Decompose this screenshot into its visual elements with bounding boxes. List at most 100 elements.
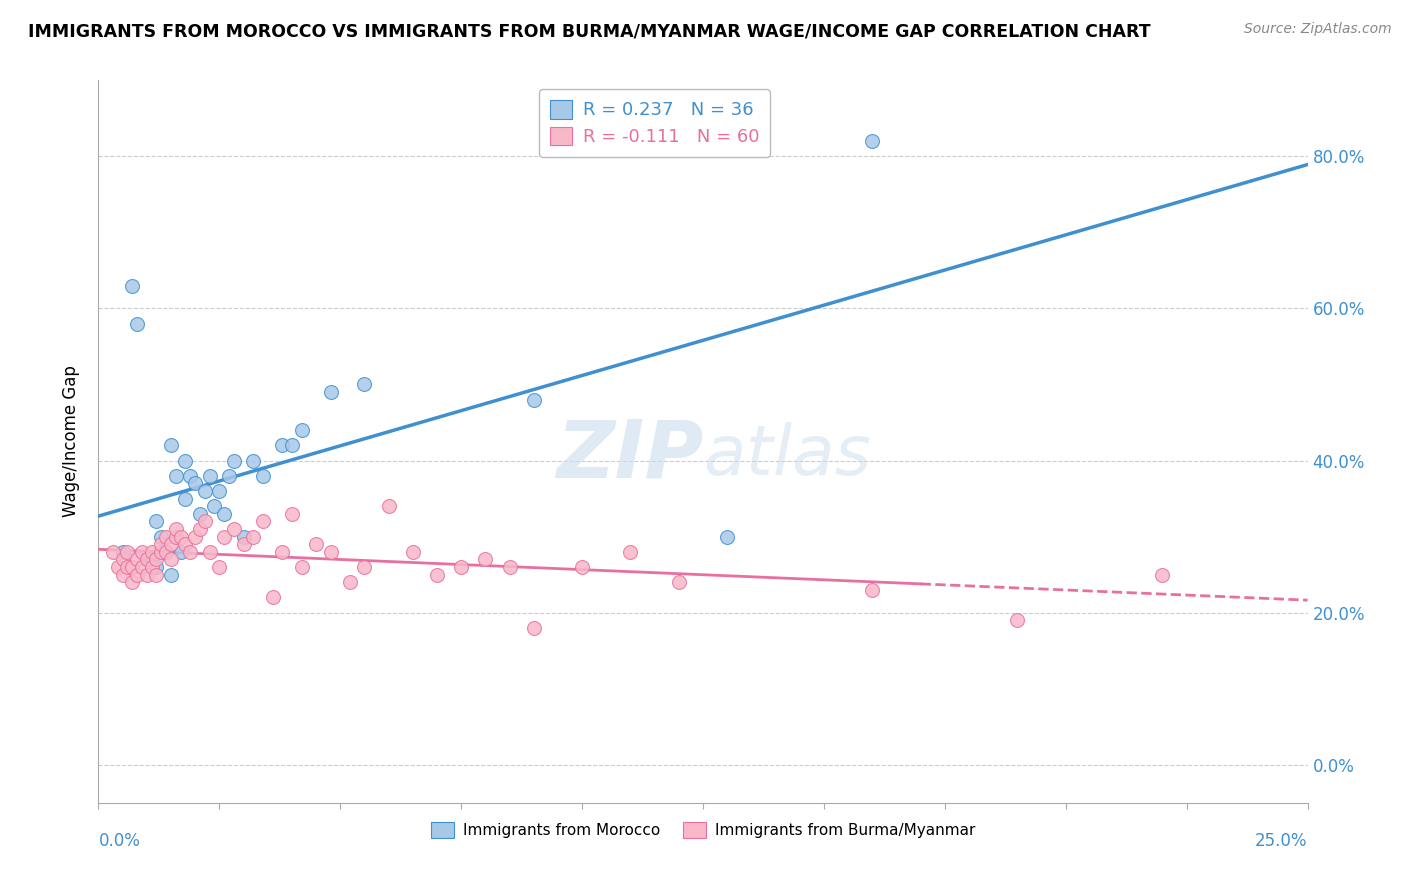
Point — [141, 552, 163, 566]
Point — [107, 560, 129, 574]
Point — [160, 438, 183, 452]
Point — [127, 552, 149, 566]
Point — [212, 530, 235, 544]
Point — [160, 567, 183, 582]
Point — [165, 530, 187, 544]
Point — [127, 317, 149, 331]
Point — [242, 530, 264, 544]
Text: IMMIGRANTS FROM MOROCCO VS IMMIGRANTS FROM BURMA/MYANMAR WAGE/INCOME GAP CORRELA: IMMIGRANTS FROM MOROCCO VS IMMIGRANTS FR… — [28, 22, 1150, 40]
Point — [353, 377, 375, 392]
Point — [860, 134, 883, 148]
Point — [145, 552, 167, 566]
Point — [117, 560, 139, 574]
Point — [184, 530, 207, 544]
Text: 0.0%: 0.0% — [98, 831, 141, 850]
Point — [150, 537, 173, 551]
Point — [860, 582, 883, 597]
Point — [1007, 613, 1029, 627]
Point — [194, 515, 217, 529]
Point — [262, 591, 284, 605]
Point — [101, 545, 124, 559]
Point — [204, 499, 226, 513]
Point — [165, 468, 187, 483]
Point — [135, 552, 157, 566]
Point — [131, 545, 153, 559]
Point — [450, 560, 472, 574]
Point — [121, 575, 143, 590]
Point — [1152, 567, 1174, 582]
Point — [179, 468, 201, 483]
Point — [716, 530, 738, 544]
Point — [232, 530, 254, 544]
Point — [111, 567, 134, 582]
Point — [198, 468, 221, 483]
Point — [474, 552, 496, 566]
Point — [339, 575, 361, 590]
Point — [174, 491, 197, 506]
Point — [208, 560, 231, 574]
Point — [271, 438, 294, 452]
Point — [145, 560, 167, 574]
Point — [111, 545, 134, 559]
Point — [319, 545, 342, 559]
Point — [169, 530, 191, 544]
Point — [145, 515, 167, 529]
Point — [141, 545, 163, 559]
Point — [145, 567, 167, 582]
Y-axis label: Wage/Income Gap: Wage/Income Gap — [62, 366, 80, 517]
Point — [127, 567, 149, 582]
Point — [222, 522, 245, 536]
Point — [150, 545, 173, 559]
Point — [290, 560, 312, 574]
Point — [281, 438, 304, 452]
Point — [222, 453, 245, 467]
Point — [184, 476, 207, 491]
Point — [121, 560, 143, 574]
Point — [212, 507, 235, 521]
Point — [135, 552, 157, 566]
Point — [523, 621, 546, 635]
Point — [179, 545, 201, 559]
Point — [252, 468, 274, 483]
Point — [242, 453, 264, 467]
Point — [155, 530, 177, 544]
Point — [619, 545, 641, 559]
Point — [319, 385, 342, 400]
Point — [160, 552, 183, 566]
Point — [426, 567, 449, 582]
Point — [232, 537, 254, 551]
Point — [141, 560, 163, 574]
Point — [290, 423, 312, 437]
Point — [169, 545, 191, 559]
Point — [150, 530, 173, 544]
Point — [188, 507, 211, 521]
Text: Source: ZipAtlas.com: Source: ZipAtlas.com — [1244, 22, 1392, 37]
Point — [160, 537, 183, 551]
Point — [281, 507, 304, 521]
Point — [155, 545, 177, 559]
Point — [377, 499, 399, 513]
Text: atlas: atlas — [703, 423, 870, 490]
Text: 25.0%: 25.0% — [1256, 831, 1308, 850]
Point — [194, 483, 217, 498]
Point — [117, 545, 139, 559]
Point — [111, 552, 134, 566]
Point — [155, 545, 177, 559]
Point — [174, 453, 197, 467]
Point — [174, 537, 197, 551]
Point — [252, 515, 274, 529]
Point — [271, 545, 294, 559]
Point — [353, 560, 375, 574]
Point — [571, 560, 593, 574]
Point — [208, 483, 231, 498]
Point — [218, 468, 240, 483]
Point — [668, 575, 690, 590]
Point — [305, 537, 328, 551]
Point — [402, 545, 425, 559]
Point — [188, 522, 211, 536]
Point — [498, 560, 520, 574]
Point — [121, 278, 143, 293]
Point — [523, 392, 546, 407]
Point — [135, 567, 157, 582]
Text: ZIP: ZIP — [555, 417, 703, 495]
